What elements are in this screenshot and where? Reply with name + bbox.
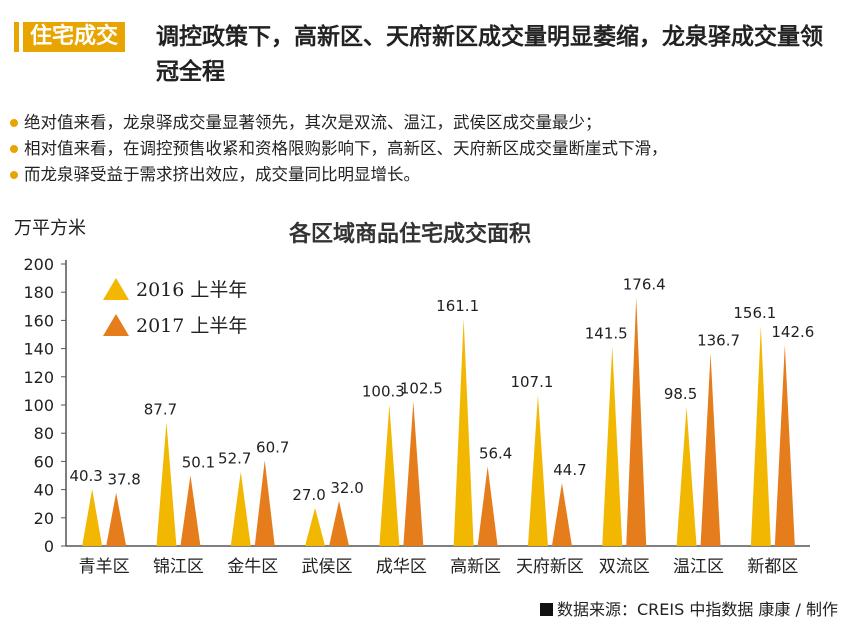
bar-2016 <box>230 471 251 546</box>
bullet-text: 绝对值来看，龙泉驿成交量显著领先，其次是双流、温江，武侯区成交量最少； <box>24 113 602 132</box>
y-axis-unit: 万平方米 <box>14 218 86 239</box>
y-tick-label: 160 <box>23 311 54 330</box>
data-label-2016: 100.3 <box>362 383 405 401</box>
bullet-text: 而龙泉驿受益于需求挤出效应，成交量同比明显增长。 <box>24 165 420 184</box>
y-tick-label: 180 <box>23 283 54 302</box>
bar-chart: 0 20 40 60 80 100 120 140 160 180 200 2016 上半年 2017 … <box>23 255 814 577</box>
data-label-2016: 40.3 <box>69 467 102 485</box>
data-label-2017: 60.7 <box>256 438 289 456</box>
x-tick-label: 双流区 <box>599 557 650 577</box>
bar-2016 <box>82 489 103 546</box>
tag-accent-bar <box>14 22 19 52</box>
legend-2016-triangle-icon <box>103 278 129 300</box>
data-label-2017: 44.7 <box>553 461 586 479</box>
bar-2017 <box>700 353 721 546</box>
legend-2016-label: 2016 上半年 <box>136 279 247 301</box>
bar-2017 <box>774 344 795 546</box>
x-tick-label: 温江区 <box>673 557 724 577</box>
bullet-item: 而龙泉驿受益于需求挤出效应，成交量同比明显增长。 <box>10 162 840 188</box>
data-label-2016: 98.5 <box>664 385 697 403</box>
x-tick-label: 成华区 <box>376 557 427 577</box>
bullet-item: 绝对值来看，龙泉驿成交量显著领先，其次是双流、温江，武侯区成交量最少； <box>10 110 840 136</box>
x-tick-label: 金牛区 <box>227 557 278 577</box>
legend-2017-triangle-icon <box>103 314 129 336</box>
data-label-2016: 141.5 <box>585 324 628 342</box>
data-label-2017: 32.0 <box>330 479 363 497</box>
y-tick-label: 40 <box>34 481 54 500</box>
bar-2017 <box>551 482 572 546</box>
y-tick-label: 200 <box>23 255 54 274</box>
bar-2016 <box>527 394 548 546</box>
bullet-item: 相对值来看，在调控预售收紧和资格限购影响下，高新区、天府新区成交量断崖式下滑， <box>10 136 840 162</box>
bar-2017 <box>106 492 127 546</box>
bar-2016 <box>453 318 474 546</box>
bar-2016 <box>156 422 177 546</box>
x-tick-label: 新都区 <box>747 557 798 577</box>
bullet-dot-icon <box>10 145 18 153</box>
bar-2017 <box>477 466 498 546</box>
page-title: 调控政策下，高新区、天府新区成交量明显萎缩，龙泉驿成交量领冠全程 <box>156 24 823 85</box>
y-tick-label: 60 <box>34 452 54 471</box>
bar-2016 <box>305 507 326 546</box>
section-tag: 住宅成交 <box>23 22 126 52</box>
header: 住宅成交 调控政策下，高新区、天府新区成交量明显萎缩，龙泉驿成交量领冠全程 <box>14 20 844 94</box>
x-tick-label: 锦江区 <box>153 557 204 577</box>
x-tick-label: 天府新区 <box>516 557 584 577</box>
data-label-2017: 37.8 <box>107 471 140 489</box>
summary-bullets: 绝对值来看，龙泉驿成交量显著领先，其次是双流、温江，武侯区成交量最少； 相对值来… <box>10 110 840 188</box>
bullet-text: 相对值来看，在调控预售收紧和资格限购影响下，高新区、天府新区成交量断崖式下滑， <box>24 139 668 158</box>
y-tick-label: 120 <box>23 368 54 387</box>
x-tick-label: 青羊区 <box>79 557 130 577</box>
data-label-2017: 50.1 <box>182 453 215 471</box>
bar-2016 <box>676 407 697 546</box>
source-footer: 数据来源：CREIS 中指数据 康康 / 制作 <box>539 596 838 620</box>
x-tick-label: 高新区 <box>450 557 501 577</box>
bar-2016 <box>750 325 771 546</box>
data-label-2017: 142.6 <box>771 323 814 341</box>
y-tick-label: 0 <box>44 537 54 556</box>
bullet-dot-icon <box>10 171 18 179</box>
data-label-2017: 176.4 <box>623 275 666 293</box>
data-label-2016: 156.1 <box>733 304 776 322</box>
data-label-2016: 161.1 <box>436 297 479 315</box>
bar-2017 <box>403 401 424 546</box>
bar-2017 <box>329 500 350 546</box>
bar-2017 <box>180 475 201 546</box>
y-tick-label: 140 <box>23 340 54 359</box>
source-text: 数据来源：CREIS 中指数据 康康 / 制作 <box>556 600 838 619</box>
data-label-2016: 107.1 <box>510 373 553 391</box>
legend-2017-label: 2017 上半年 <box>136 315 247 337</box>
data-label-2017: 102.5 <box>400 379 443 397</box>
y-tick-label: 80 <box>34 424 54 443</box>
bar-2016 <box>602 346 623 546</box>
data-label-2017: 136.7 <box>697 331 740 349</box>
data-label-2016: 87.7 <box>144 400 177 418</box>
bar-2016 <box>379 404 400 546</box>
square-icon <box>539 603 553 616</box>
data-label-2017: 56.4 <box>479 444 512 462</box>
bar-2017 <box>626 297 647 546</box>
data-label-2016: 27.0 <box>292 486 325 504</box>
chart-title: 各区域商品住宅成交面积 <box>288 222 531 247</box>
bar-2017 <box>254 460 275 546</box>
data-label-2016: 52.7 <box>218 450 251 468</box>
y-tick-label: 100 <box>23 396 54 415</box>
y-tick-label: 20 <box>34 509 54 528</box>
x-tick-label: 武侯区 <box>302 557 353 577</box>
bullet-dot-icon <box>10 119 18 127</box>
